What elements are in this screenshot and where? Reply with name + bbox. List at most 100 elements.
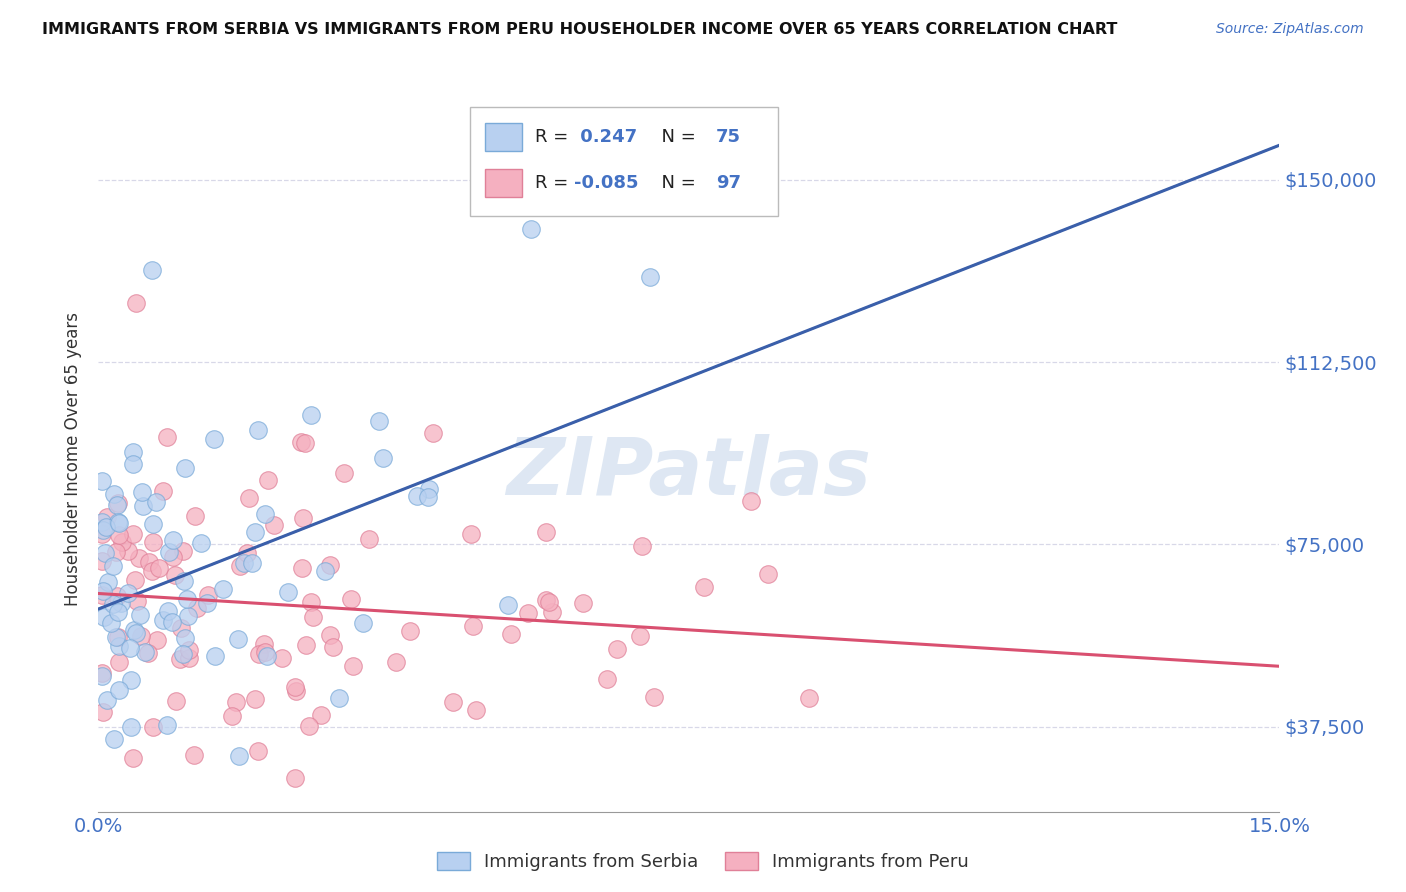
Point <box>125 296 148 310</box>
Point <box>291 561 314 575</box>
Point <box>97 575 120 590</box>
Y-axis label: Householder Income Over 65 years: Householder Income Over 65 years <box>65 312 83 607</box>
Point <box>142 517 165 532</box>
FancyBboxPatch shape <box>471 107 778 216</box>
Point <box>124 625 146 640</box>
Point <box>371 450 394 465</box>
Point <box>318 558 340 572</box>
Point <box>110 596 132 610</box>
Point <box>111 535 134 549</box>
Point <box>740 494 762 508</box>
Text: R =: R = <box>536 174 575 192</box>
Point <box>162 550 184 565</box>
Point <box>628 629 651 643</box>
Point <box>799 691 821 706</box>
Point <box>221 709 243 723</box>
Point <box>342 659 364 673</box>
Point <box>142 720 165 734</box>
Point <box>284 680 307 694</box>
Point <box>101 597 124 611</box>
Point <box>204 649 226 664</box>
Point <box>145 494 167 508</box>
Point <box>399 624 422 639</box>
Point <box>291 510 314 524</box>
Point <box>107 528 129 542</box>
Point <box>294 436 316 450</box>
Point <box>353 615 375 630</box>
Point <box>129 608 152 623</box>
Point <box>93 609 115 624</box>
Point <box>96 509 118 524</box>
Point <box>179 643 201 657</box>
Text: ZIPatlas: ZIPatlas <box>506 434 872 513</box>
FancyBboxPatch shape <box>485 169 523 197</box>
Point <box>176 591 198 606</box>
Point <box>240 556 263 570</box>
Point <box>406 489 429 503</box>
Point <box>299 408 322 422</box>
Point <box>169 621 191 635</box>
Point <box>172 647 194 661</box>
Point <box>177 609 200 624</box>
Point <box>299 595 322 609</box>
Text: N =: N = <box>650 174 702 192</box>
Point <box>319 628 342 642</box>
Point <box>173 574 195 589</box>
Point <box>606 642 628 657</box>
Point <box>122 751 145 765</box>
Point <box>103 732 125 747</box>
Point <box>91 554 114 568</box>
Point <box>152 483 174 498</box>
Point <box>100 615 122 630</box>
Point <box>108 656 131 670</box>
Point <box>277 584 299 599</box>
Text: IMMIGRANTS FROM SERBIA VS IMMIGRANTS FROM PERU HOUSEHOLDER INCOME OVER 65 YEARS : IMMIGRANTS FROM SERBIA VS IMMIGRANTS FRO… <box>42 22 1118 37</box>
Point <box>418 482 440 496</box>
Point <box>91 666 114 681</box>
Point <box>186 601 208 615</box>
Point <box>131 485 153 500</box>
Point <box>121 445 143 459</box>
Point <box>165 694 187 708</box>
Point <box>128 551 150 566</box>
Point <box>104 545 127 559</box>
Point <box>156 604 179 618</box>
Point <box>254 507 277 521</box>
Point <box>141 263 163 277</box>
FancyBboxPatch shape <box>485 122 523 151</box>
Text: N =: N = <box>650 128 702 145</box>
Point <box>197 589 219 603</box>
Point <box>271 651 294 665</box>
Point <box>174 461 197 475</box>
Point <box>247 423 270 437</box>
Point <box>124 573 146 587</box>
Point <box>256 649 278 664</box>
Point <box>295 638 318 652</box>
Point <box>756 566 779 581</box>
Point <box>541 605 564 619</box>
Point <box>328 690 350 705</box>
Point <box>243 692 266 706</box>
Point <box>122 623 145 637</box>
Point <box>195 596 218 610</box>
Point <box>138 555 160 569</box>
Point <box>630 540 652 554</box>
Point <box>118 640 141 655</box>
Point <box>301 610 323 624</box>
Point <box>211 582 233 597</box>
Point <box>91 705 114 719</box>
Point <box>142 535 165 549</box>
Point <box>643 690 665 704</box>
Point <box>162 615 184 630</box>
Point <box>298 719 321 733</box>
Point <box>156 718 179 732</box>
Point <box>537 595 560 609</box>
Point <box>290 434 312 449</box>
Legend: Immigrants from Serbia, Immigrants from Peru: Immigrants from Serbia, Immigrants from … <box>430 846 976 879</box>
Point <box>464 703 486 717</box>
Point <box>108 682 131 697</box>
Point <box>368 413 391 427</box>
Point <box>247 648 270 662</box>
Point <box>94 520 117 534</box>
Point <box>253 645 276 659</box>
